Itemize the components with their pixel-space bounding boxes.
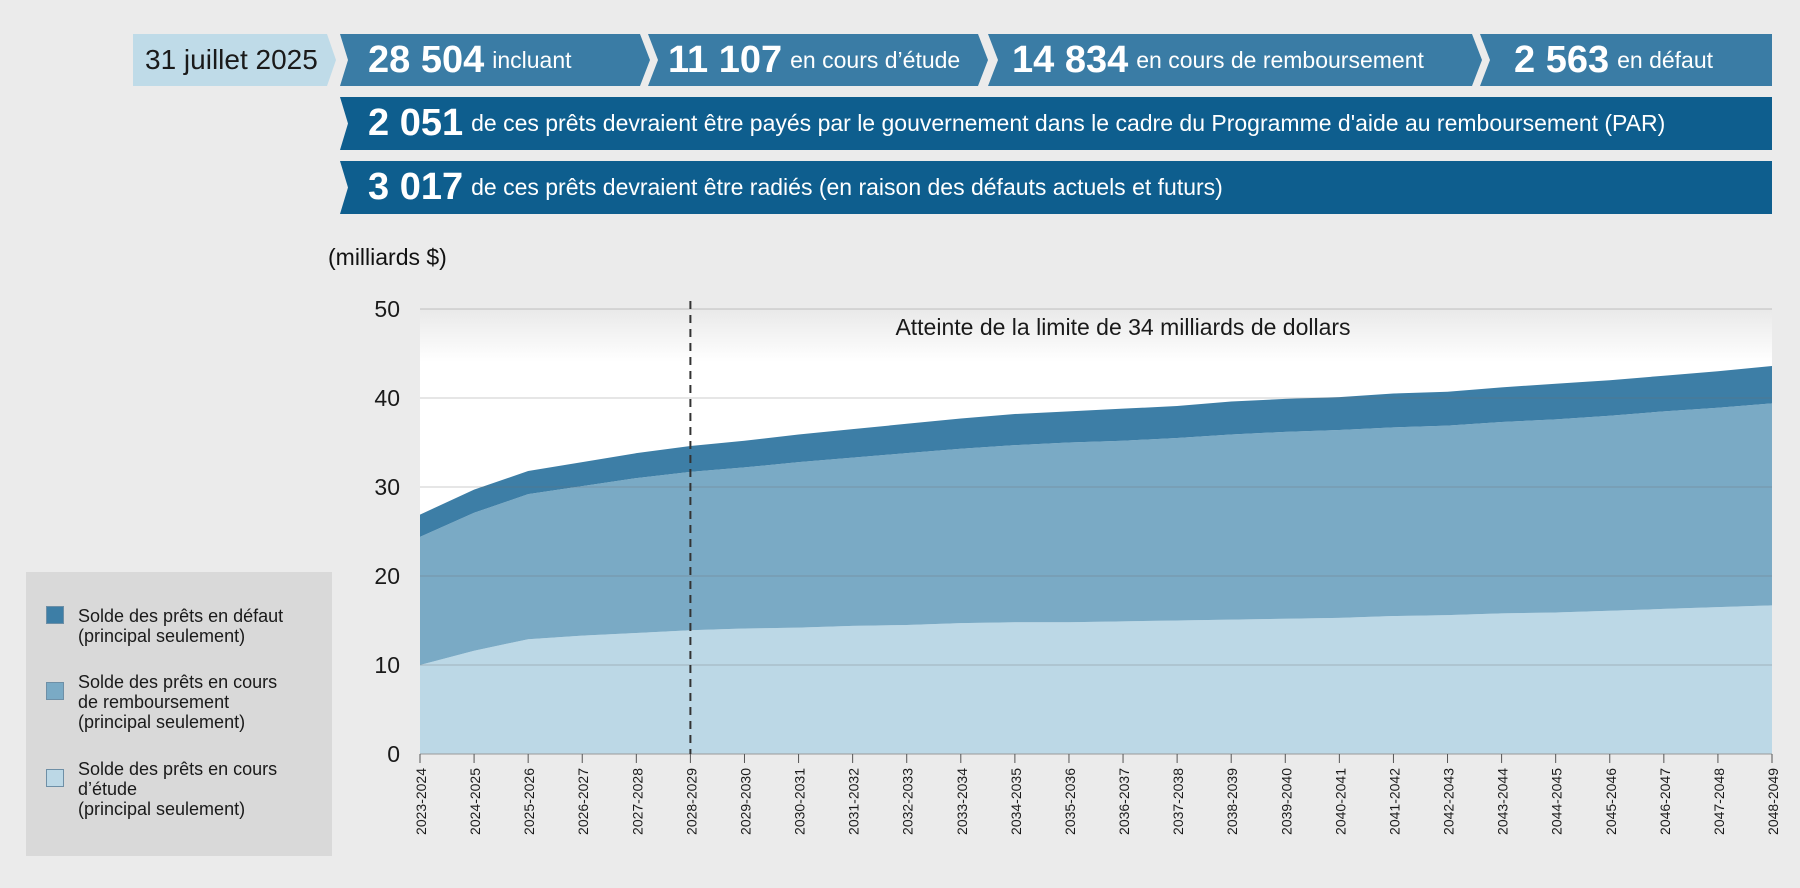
stat-value: 2 563 (1514, 38, 1610, 81)
area-study (420, 605, 1772, 754)
stat-total-loans: 28 504 incluant (340, 34, 650, 86)
x-tick-label: 2026-2027 (575, 768, 591, 835)
stat-label: incluant (492, 46, 572, 73)
x-tick-label: 2043-2044 (1495, 768, 1511, 835)
stat-label: en défaut (1617, 46, 1714, 73)
x-tick-label: 2038-2039 (1224, 768, 1240, 835)
stat-value: 28 504 (368, 38, 485, 81)
x-tick-label: 2036-2037 (1116, 768, 1132, 835)
y-tick-label: 30 (374, 474, 400, 500)
x-tick-label: 2033-2034 (954, 768, 970, 835)
writeoff-bar: 3 017 de ces prêts devraient être radiés… (340, 161, 1772, 214)
x-tick-label: 2041-2042 (1386, 768, 1402, 835)
legend-swatch-study (46, 769, 64, 787)
x-tick-label: 2044-2045 (1549, 768, 1565, 835)
legend-swatch-default (46, 606, 64, 624)
y-tick-label: 50 (374, 296, 400, 322)
area-default (420, 365, 1772, 537)
area-repayment (420, 403, 1772, 665)
bar-label: de ces prêts devraient être radiés (en r… (471, 174, 1223, 200)
x-tick-label: 2037-2038 (1170, 768, 1186, 835)
legend-swatch-repayment (46, 682, 64, 700)
legend-label: Solde des prêts en cours d’étude (princi… (78, 759, 278, 819)
x-tick-label: 2028-2029 (683, 768, 699, 835)
chart-legend: Solde des prêts en défaut (principal seu… (26, 572, 332, 856)
stat-value: 11 107 (668, 38, 783, 81)
stat-in-repayment: 14 834 en cours de remboursement (988, 34, 1482, 86)
x-tick-label: 2039-2040 (1278, 768, 1294, 835)
x-tick-label: 2040-2041 (1332, 768, 1348, 835)
x-tick-label: 2032-2033 (900, 768, 916, 835)
y-tick-label: 20 (374, 563, 400, 589)
x-tick-label: 2034-2035 (1008, 768, 1024, 835)
stat-label: en cours de remboursement (1136, 46, 1424, 73)
bar-label: de ces prêts devraient être payés par le… (471, 110, 1666, 136)
x-tick-label: 2042-2043 (1441, 768, 1457, 835)
y-tick-label: 0 (387, 741, 400, 767)
bar-value: 3 017 (368, 166, 464, 208)
x-tick-label: 2035-2036 (1062, 768, 1078, 835)
date-text: 31 juillet 2025 (145, 44, 318, 75)
legend-item-repayment: Solde des prêts en cours de remboursemen… (46, 672, 318, 732)
x-tick-label: 2048-2049 (1765, 768, 1781, 835)
date-label: 31 juillet 2025 (133, 34, 336, 86)
stat-label: en cours d’étude (790, 46, 961, 73)
x-tick-label: 2046-2047 (1657, 768, 1673, 835)
x-tick-label: 2024-2025 (467, 768, 483, 835)
legend-label: Solde des prêts en cours de remboursemen… (78, 672, 278, 732)
x-tick-label: 2030-2031 (792, 768, 808, 835)
legend-label: Solde des prêts en défaut (principal seu… (78, 606, 284, 646)
legend-item-study: Solde des prêts en cours d’étude (princi… (46, 759, 318, 819)
stat-in-study: 11 107 en cours d’étude (648, 34, 988, 86)
par-bar: 2 051 de ces prêts devraient être payés … (340, 97, 1772, 150)
y-tick-label: 40 (374, 385, 400, 411)
legend-item-default: Solde des prêts en défaut (principal seu… (46, 606, 318, 646)
x-tick-label: 2031-2032 (846, 768, 862, 835)
x-tick-label: 2047-2048 (1711, 768, 1727, 835)
y-axis-unit-label: (milliards $) (328, 244, 447, 270)
x-tick-label: 2025-2026 (521, 768, 537, 835)
bar-value: 2 051 (368, 102, 464, 144)
limit-annotation: Atteinte de la limite de 34 milliards de… (895, 314, 1350, 340)
stat-value: 14 834 (1012, 38, 1129, 81)
x-tick-label: 2027-2028 (629, 768, 645, 835)
y-tick-label: 10 (374, 652, 400, 678)
x-tick-label: 2029-2030 (737, 768, 753, 835)
x-tick-label: 2023-2024 (413, 768, 429, 835)
stat-in-default: 2 563 en défaut (1480, 34, 1772, 86)
x-tick-label: 2045-2046 (1603, 768, 1619, 835)
